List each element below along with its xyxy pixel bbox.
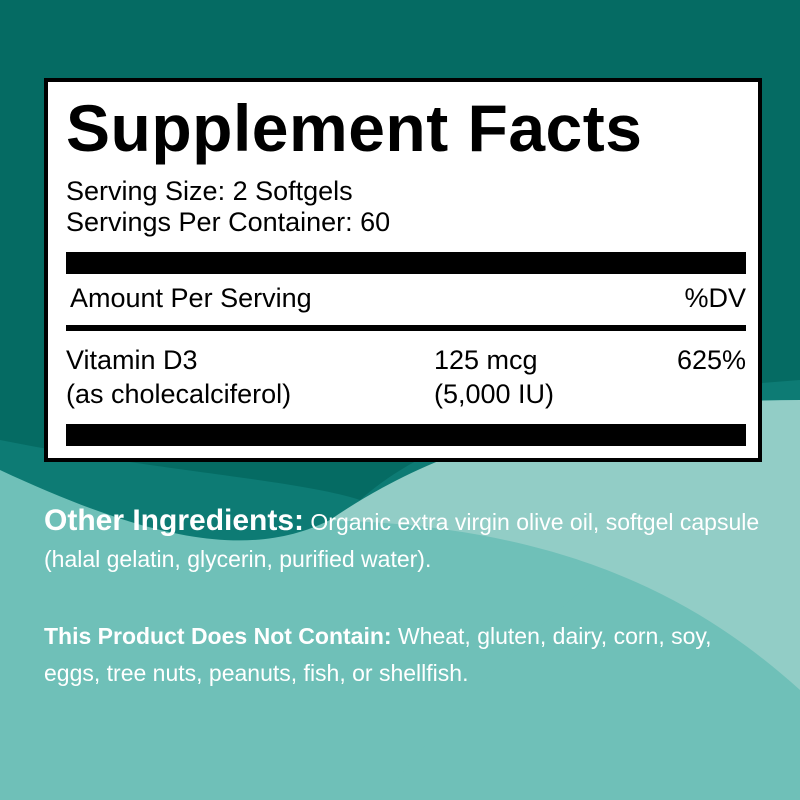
servings-per-container: Servings Per Container: 60: [66, 207, 391, 237]
facts-title: Supplement Facts: [66, 91, 643, 165]
serving-size: Serving Size: 2 Softgels: [66, 176, 353, 206]
does-not-contain-label: This Product Does Not Contain:: [44, 623, 392, 649]
supplement-facts-panel: Supplement Facts Serving Size: 2 Softgel…: [44, 78, 762, 462]
amount-per-serving-header: Amount Per Serving: [70, 283, 312, 313]
ingredient-source: (as cholecalciferol): [66, 379, 292, 409]
other-ingredients: Other Ingredients: Organic extra virgin …: [44, 502, 774, 578]
ingredient-amount-iu: (5,000 IU): [434, 379, 555, 409]
bottom-divider: [66, 424, 746, 446]
medium-divider: [66, 325, 746, 331]
ingredient-name: Vitamin D3: [66, 345, 198, 375]
dv-header: %DV: [684, 283, 746, 313]
ingredient-amount: 125 mcg: [434, 345, 538, 375]
thick-divider: [66, 252, 746, 274]
does-not-contain-text: Wheat, gluten, dairy, corn, soy, eggs, t…: [44, 623, 712, 686]
other-ingredients-label: Other Ingredients:: [44, 504, 305, 537]
other-ingredients-text: Organic extra virgin olive oil, softgel …: [44, 509, 760, 572]
ingredient-dv: 625%: [676, 345, 746, 375]
does-not-contain: This Product Does Not Contain: Wheat, gl…: [44, 618, 774, 692]
